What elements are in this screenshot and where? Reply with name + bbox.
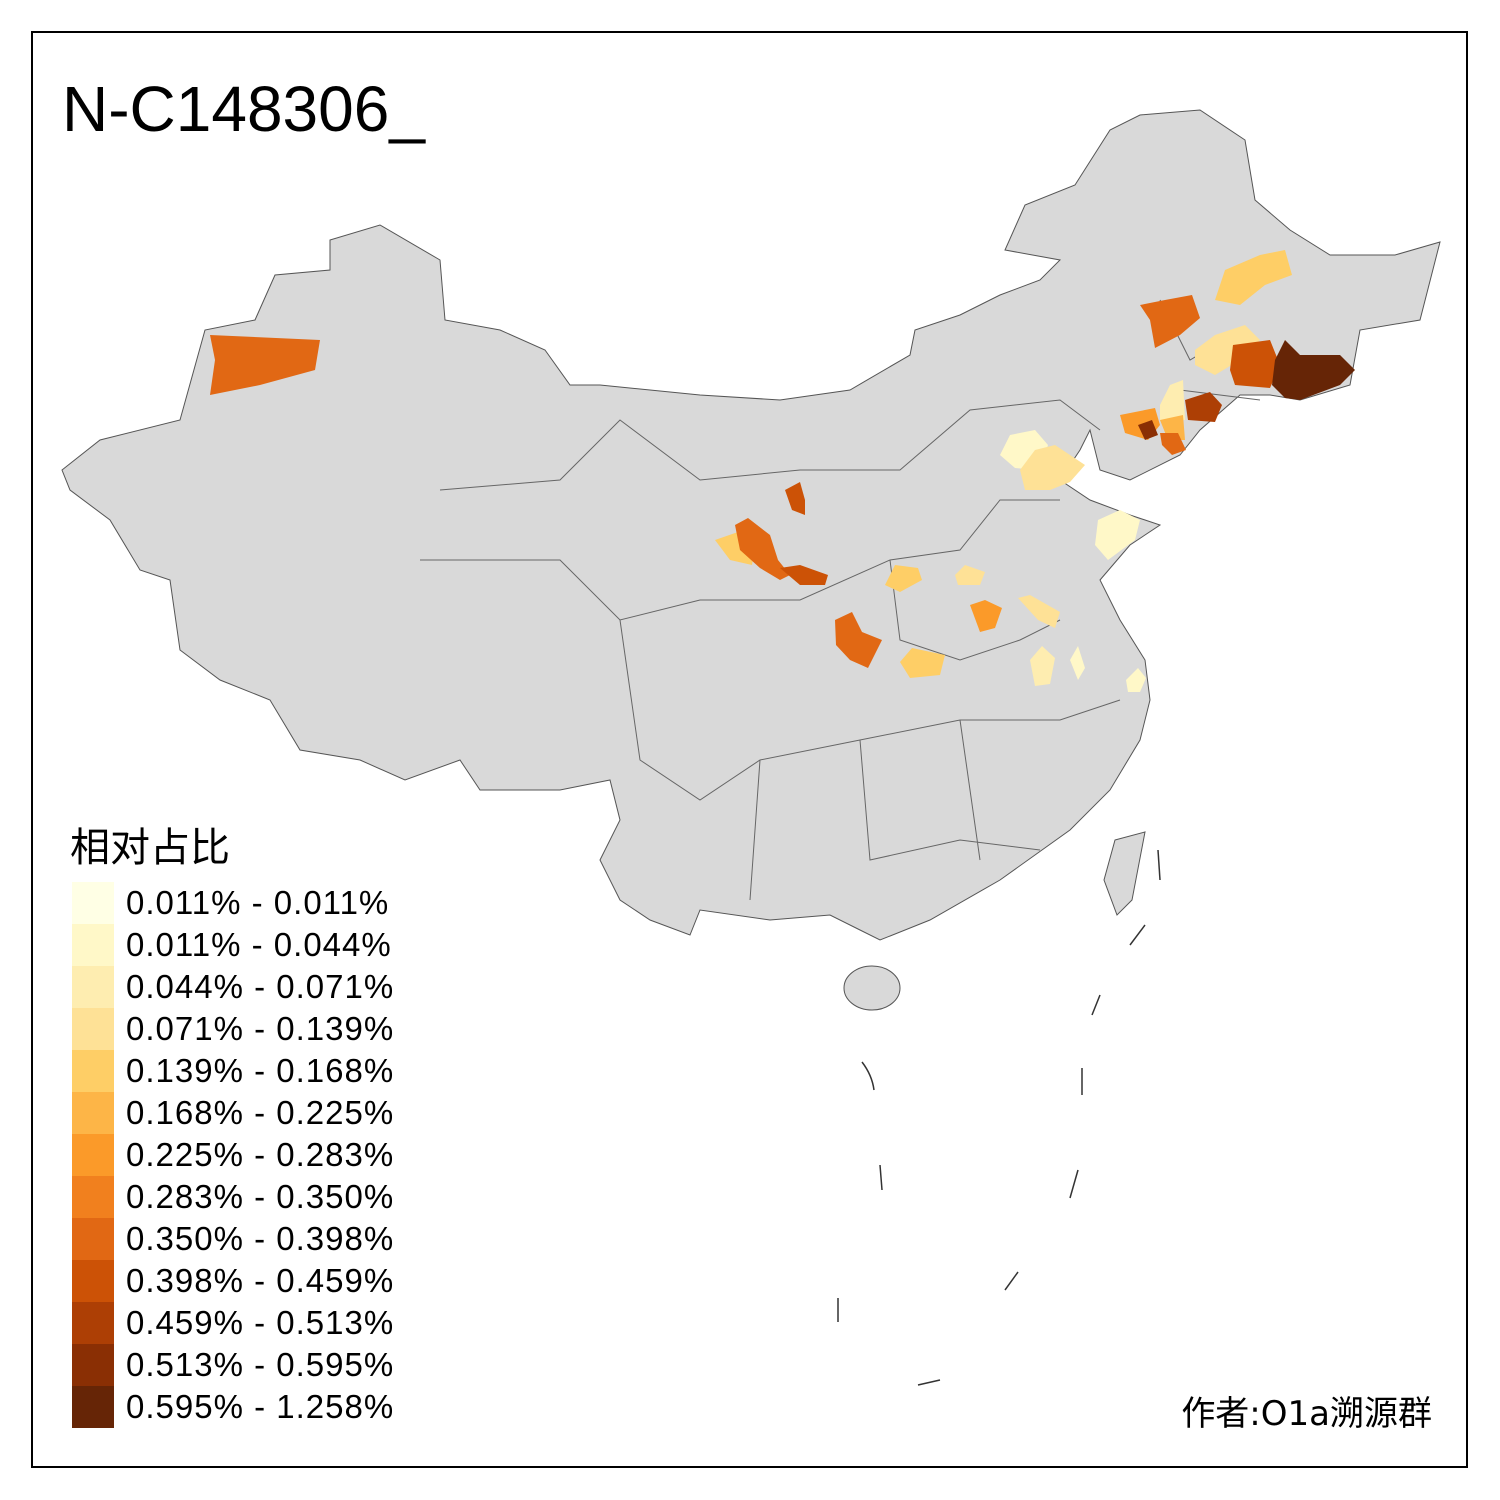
- legend-swatch: [72, 1176, 114, 1218]
- region: [1160, 433, 1186, 455]
- legend-item: 0.168% - 0.225%: [72, 1092, 394, 1134]
- legend-swatch: [72, 1008, 114, 1050]
- region: [955, 565, 985, 585]
- legend-item: 0.459% - 0.513%: [72, 1302, 394, 1344]
- legend-item: 0.350% - 0.398%: [72, 1218, 394, 1260]
- legend-label: 0.139% - 0.168%: [126, 1052, 395, 1089]
- legend-swatch: [72, 1344, 114, 1386]
- legend-item: 0.595% - 1.258%: [72, 1386, 394, 1428]
- legend: 0.011% - 0.011% 0.011% - 0.044% 0.044% - 0…: [72, 882, 394, 1428]
- legend-item: 0.011% - 0.011%: [72, 882, 394, 924]
- taiwan-island: [1103, 831, 1146, 916]
- legend-label: 0.398% - 0.459%: [126, 1262, 395, 1299]
- region: [1018, 595, 1060, 628]
- legend-label: 0.225% - 0.283%: [126, 1136, 395, 1173]
- legend-item: 0.225% - 0.283%: [72, 1134, 394, 1176]
- region: [735, 518, 790, 580]
- region: [1126, 668, 1146, 692]
- hainan-island: [843, 965, 901, 1011]
- legend-label: 0.044% - 0.071%: [126, 968, 395, 1005]
- region: [1195, 325, 1260, 375]
- region: [785, 482, 805, 515]
- map-title: N-C148306_: [62, 73, 425, 145]
- legend-item: 0.398% - 0.459%: [72, 1260, 394, 1302]
- legend-label: 0.513% - 0.595%: [126, 1346, 395, 1383]
- legend-label: 0.071% - 0.139%: [126, 1010, 395, 1047]
- plot-border: [31, 31, 1468, 1468]
- author-credit: 作者:O1a溯源群: [1181, 1394, 1432, 1434]
- legend-item: 0.011% - 0.044%: [72, 924, 394, 966]
- region: [1138, 420, 1158, 440]
- region: [1230, 340, 1280, 388]
- region: [1160, 380, 1185, 420]
- legend-label: 0.595% - 1.258%: [126, 1388, 395, 1425]
- legend-swatch: [72, 882, 114, 924]
- region: [885, 565, 922, 592]
- region: [780, 565, 828, 585]
- legend-title: 相对占比: [70, 825, 230, 871]
- legend-item: 0.513% - 0.595%: [72, 1344, 394, 1386]
- region: [1095, 510, 1140, 560]
- region: [1185, 392, 1222, 422]
- legend-label: 0.283% - 0.350%: [126, 1178, 395, 1215]
- highlighted-regions: [210, 250, 1355, 692]
- legend-label: 0.011% - 0.011%: [126, 884, 390, 921]
- region: [1215, 250, 1292, 305]
- legend-swatch: [72, 1134, 114, 1176]
- legend-swatch: [72, 924, 114, 966]
- legend-swatch: [72, 1092, 114, 1134]
- south-china-sea-islands: [837, 849, 1161, 1386]
- region: [970, 600, 1002, 632]
- legend-swatch: [72, 1302, 114, 1344]
- region: [1140, 295, 1200, 348]
- legend-swatch: [72, 1260, 114, 1302]
- legend-label: 0.168% - 0.225%: [126, 1094, 395, 1131]
- legend-swatch: [72, 1218, 114, 1260]
- region: [210, 335, 320, 395]
- region: [1020, 445, 1085, 490]
- legend-item: 0.044% - 0.071%: [72, 966, 394, 1008]
- legend-label: 0.350% - 0.398%: [126, 1220, 395, 1257]
- legend-swatch: [72, 1386, 114, 1428]
- region: [1070, 646, 1085, 680]
- region: [835, 612, 882, 668]
- legend-label: 0.459% - 0.513%: [126, 1304, 395, 1341]
- region: [900, 648, 945, 678]
- legend-label: 0.011% - 0.044%: [126, 926, 392, 963]
- legend-item: 0.139% - 0.168%: [72, 1050, 394, 1092]
- region: [1030, 646, 1055, 686]
- legend-swatch: [72, 1050, 114, 1092]
- province-borders: [420, 299, 1261, 901]
- legend-item: 0.071% - 0.139%: [72, 1008, 394, 1050]
- legend-swatch: [72, 966, 114, 1008]
- legend-item: 0.283% - 0.350%: [72, 1176, 394, 1218]
- region: [1272, 340, 1355, 400]
